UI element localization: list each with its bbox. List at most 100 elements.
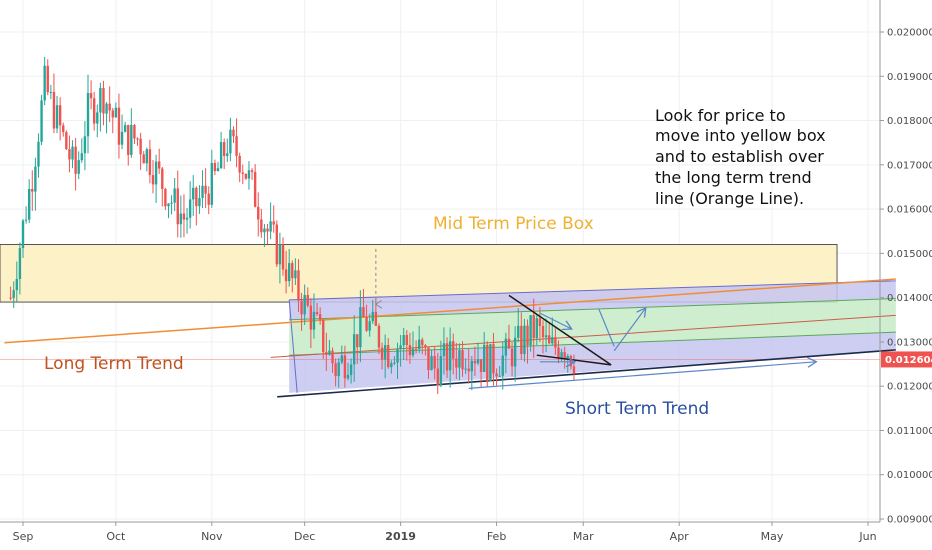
candle-body-152 bbox=[479, 359, 483, 372]
candle-body-154 bbox=[486, 344, 489, 382]
y-tick-label-7: 0.016000 bbox=[887, 205, 932, 216]
channel-top-line bbox=[289, 280, 896, 301]
candle-body-88 bbox=[281, 244, 285, 270]
candle-body-38 bbox=[127, 125, 130, 155]
candle-body-94 bbox=[300, 300, 303, 315]
candle-body-57 bbox=[185, 217, 189, 220]
candle-body-26 bbox=[89, 93, 93, 99]
y-tick-label-1: 0.010000 bbox=[887, 470, 932, 481]
candle-body-49 bbox=[161, 168, 164, 190]
candle-body-64 bbox=[207, 193, 210, 205]
candle-body-142 bbox=[448, 341, 452, 371]
candle-body-103 bbox=[328, 350, 331, 355]
candle-body-132 bbox=[417, 339, 421, 350]
candle-body-169 bbox=[532, 315, 535, 339]
y-tick-label-9: 0.018000 bbox=[887, 116, 932, 127]
candle-body-105 bbox=[334, 363, 337, 377]
candle-body-0 bbox=[9, 297, 12, 299]
candle-body-59 bbox=[192, 187, 195, 200]
candle-body-156 bbox=[492, 344, 495, 374]
overlay-layer bbox=[376, 248, 816, 389]
candle-body-122 bbox=[387, 345, 390, 368]
candle-body-60 bbox=[195, 187, 198, 207]
candle-body-81 bbox=[260, 219, 263, 233]
candle-body-134 bbox=[424, 345, 427, 348]
candle-body-2 bbox=[15, 279, 19, 291]
candle-body-161 bbox=[507, 338, 511, 349]
candle-body-172 bbox=[541, 326, 545, 338]
candle-body-102 bbox=[325, 352, 328, 355]
candle-body-151 bbox=[476, 359, 480, 364]
candle-body-43 bbox=[142, 154, 145, 164]
candle-body-63 bbox=[204, 185, 207, 194]
y-tick-label-2: 0.011000 bbox=[887, 426, 932, 437]
candle-body-104 bbox=[331, 350, 334, 364]
candle-body-155 bbox=[489, 344, 492, 382]
x-tick-label-0: Sep bbox=[13, 530, 34, 543]
candle-body-61 bbox=[198, 198, 201, 207]
candle-body-84 bbox=[269, 221, 272, 232]
candle-body-146 bbox=[461, 350, 464, 370]
x-tick-label-9: Jun bbox=[858, 530, 876, 543]
candle-body-108 bbox=[343, 355, 347, 379]
candle-body-181 bbox=[569, 356, 573, 367]
y-tick-label-5: 0.014000 bbox=[887, 293, 932, 304]
candle-body-51 bbox=[167, 203, 170, 207]
candle-body-79 bbox=[253, 171, 257, 207]
candle-body-178 bbox=[560, 352, 563, 359]
candle-body-121 bbox=[383, 345, 387, 360]
candle-body-164 bbox=[517, 325, 520, 338]
candle-body-137 bbox=[433, 355, 436, 369]
candle-body-37 bbox=[123, 125, 127, 132]
candle-body-33 bbox=[111, 110, 114, 118]
x-tick-label-3: Dec bbox=[294, 530, 315, 543]
candle-body-74 bbox=[238, 155, 241, 173]
channel-lower-green-line bbox=[289, 331, 896, 356]
candle-body-148 bbox=[467, 368, 470, 372]
candle-body-56 bbox=[182, 213, 186, 220]
y-axis-ticks: 0.009000 0.010000 0.011000 0.012000 0.013000… bbox=[880, 28, 932, 526]
candle-body-35 bbox=[117, 107, 121, 145]
candle-body-67 bbox=[216, 168, 220, 172]
candle-body-111 bbox=[352, 334, 356, 365]
candle-body-150 bbox=[473, 360, 477, 364]
candle-body-29 bbox=[99, 88, 102, 113]
channel-left-edge bbox=[288, 299, 298, 393]
candle-body-129 bbox=[408, 345, 412, 356]
candle-body-158 bbox=[498, 375, 501, 377]
candle-body-167 bbox=[526, 325, 529, 346]
candle-body-117 bbox=[371, 311, 374, 322]
y-tick-label-3: 0.012000 bbox=[887, 382, 932, 393]
candle-body-16 bbox=[58, 105, 62, 126]
candle-body-46 bbox=[151, 175, 155, 185]
candle-body-12 bbox=[46, 65, 49, 93]
candle-body-42 bbox=[139, 138, 142, 155]
note-text: Look for price to move into yellow box a… bbox=[655, 106, 826, 208]
y-tick-label-4: 0.013000 bbox=[887, 337, 932, 348]
candle-body-176 bbox=[554, 337, 557, 348]
candle-body-138 bbox=[436, 368, 439, 386]
candle-body-13 bbox=[49, 91, 53, 93]
note-line-4: the long term trend bbox=[655, 168, 812, 187]
x-tick-label-1: Oct bbox=[106, 530, 126, 543]
candle-body-135 bbox=[427, 347, 430, 371]
candle-body-70 bbox=[226, 153, 229, 156]
candle-body-9 bbox=[37, 141, 40, 167]
candle-body-139 bbox=[439, 356, 443, 386]
candle-body-31 bbox=[105, 103, 108, 114]
candle-body-119 bbox=[377, 325, 381, 348]
candle-body-3 bbox=[18, 248, 22, 280]
candle-body-175 bbox=[551, 337, 554, 344]
x-tick-label-5: Feb bbox=[487, 530, 506, 543]
candle-body-98 bbox=[312, 311, 316, 330]
candle-body-177 bbox=[557, 347, 560, 359]
mid-term-label: Mid Term Price Box bbox=[433, 214, 594, 234]
red-midline bbox=[270, 314, 896, 358]
y-tick-label-8: 0.017000 bbox=[887, 160, 932, 171]
candle-body-24 bbox=[83, 136, 87, 154]
projection-arrow-3 bbox=[468, 362, 816, 389]
candle-body-174 bbox=[547, 335, 551, 344]
note-line-3: and to establish over bbox=[655, 147, 824, 166]
candle-body-157 bbox=[495, 373, 498, 377]
